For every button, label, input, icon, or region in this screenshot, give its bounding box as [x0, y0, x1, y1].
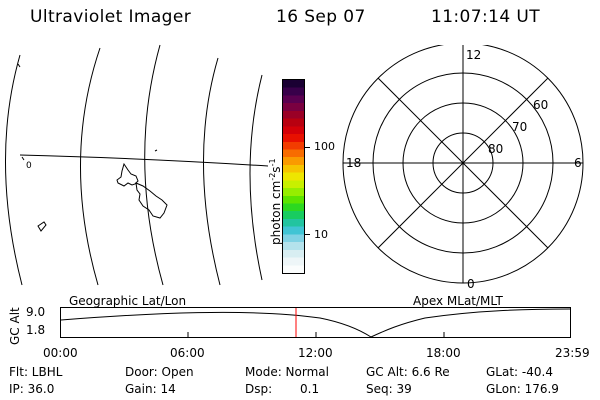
- seq-readout: Seq: 39: [366, 382, 412, 396]
- door-readout: Door: Open: [125, 365, 194, 379]
- mode-readout: Mode: Normal: [245, 365, 329, 379]
- meridian-line: [203, 57, 221, 286]
- altitude-curve: [60, 308, 571, 338]
- ip-readout: IP: 36.0: [9, 382, 55, 396]
- mlt-label-6: 6: [574, 156, 582, 170]
- colorbar: [282, 79, 310, 274]
- lat-label-60: 60: [533, 98, 548, 112]
- dsp-label: Dsp:: [245, 382, 273, 396]
- colorbar-tick: [305, 234, 310, 235]
- altitude-plot-frame: [60, 307, 571, 338]
- image-time: 11:07:14 UT: [431, 7, 540, 27]
- coastline-fragment: [154, 149, 158, 152]
- ytick-top: 9.0: [26, 305, 46, 319]
- colorbar-unit: photon cm: [269, 180, 283, 245]
- geographic-caption: Geographic Lat/Lon: [69, 294, 187, 308]
- polar-plot: 12 18 6 0 60 70 80: [342, 45, 584, 290]
- colorbar-label: photon cm-2s-1: [268, 158, 283, 245]
- image-date: 16 Sep 07: [276, 7, 366, 27]
- colorbar-unit-s: s: [269, 166, 283, 173]
- filter-readout: Flt: LBHL: [9, 365, 63, 379]
- gain-readout: Gain: 14: [125, 382, 176, 396]
- north-island-coastline: [116, 162, 139, 187]
- mlt-label-12: 12: [466, 48, 481, 62]
- polar-diagonal: [377, 77, 549, 249]
- instrument-title: Ultraviolet Imager: [30, 7, 192, 27]
- colorbar-tick-100: 100: [314, 140, 335, 153]
- coastline-fragment: [21, 156, 25, 161]
- meridian-line: [249, 74, 263, 281]
- glon-readout: GLon: 176.9: [486, 382, 559, 396]
- xtick-0000: 00:00: [43, 346, 78, 360]
- colorbar-tick: [305, 147, 310, 148]
- latitude-line: [19, 154, 269, 167]
- meridian-line: [5, 54, 23, 286]
- altitude-plot: [60, 307, 571, 338]
- meridian-line: [144, 44, 164, 286]
- apex-caption: Apex MLat/MLT: [413, 294, 503, 308]
- colorbar-gradient: [282, 79, 305, 274]
- xtick-2359: 23:59: [555, 346, 590, 360]
- ytick-bottom: 1.8: [26, 323, 46, 337]
- colorbar-tick-10: 10: [314, 228, 328, 241]
- glat-readout: GLat: -40.4: [486, 365, 553, 379]
- coastline-fragment: [37, 221, 47, 232]
- gc-alt-ylabel: GC Alt: [8, 307, 22, 345]
- gc-alt-readout: GC Alt: 6.6 Re: [366, 365, 450, 379]
- colorbar-exp2: -1: [268, 158, 277, 167]
- lat-label-70: 70: [512, 120, 527, 134]
- coastline-fragment: [17, 63, 21, 68]
- meridian-label: 0: [26, 161, 32, 171]
- mlt-label-18: 18: [346, 156, 361, 170]
- lat-label-80: 80: [488, 142, 503, 156]
- xtick-0600: 06:00: [170, 346, 205, 360]
- xtick-1800: 18:00: [426, 346, 461, 360]
- mlt-label-0: 0: [467, 277, 475, 290]
- dsp-value: 0.1: [300, 382, 320, 396]
- south-island-coastline: [135, 182, 168, 219]
- colorbar-exp1: -2: [268, 172, 277, 181]
- xtick-1200: 12:00: [298, 346, 333, 360]
- geographic-map: 0: [5, 44, 269, 286]
- meridian-line: [80, 47, 101, 286]
